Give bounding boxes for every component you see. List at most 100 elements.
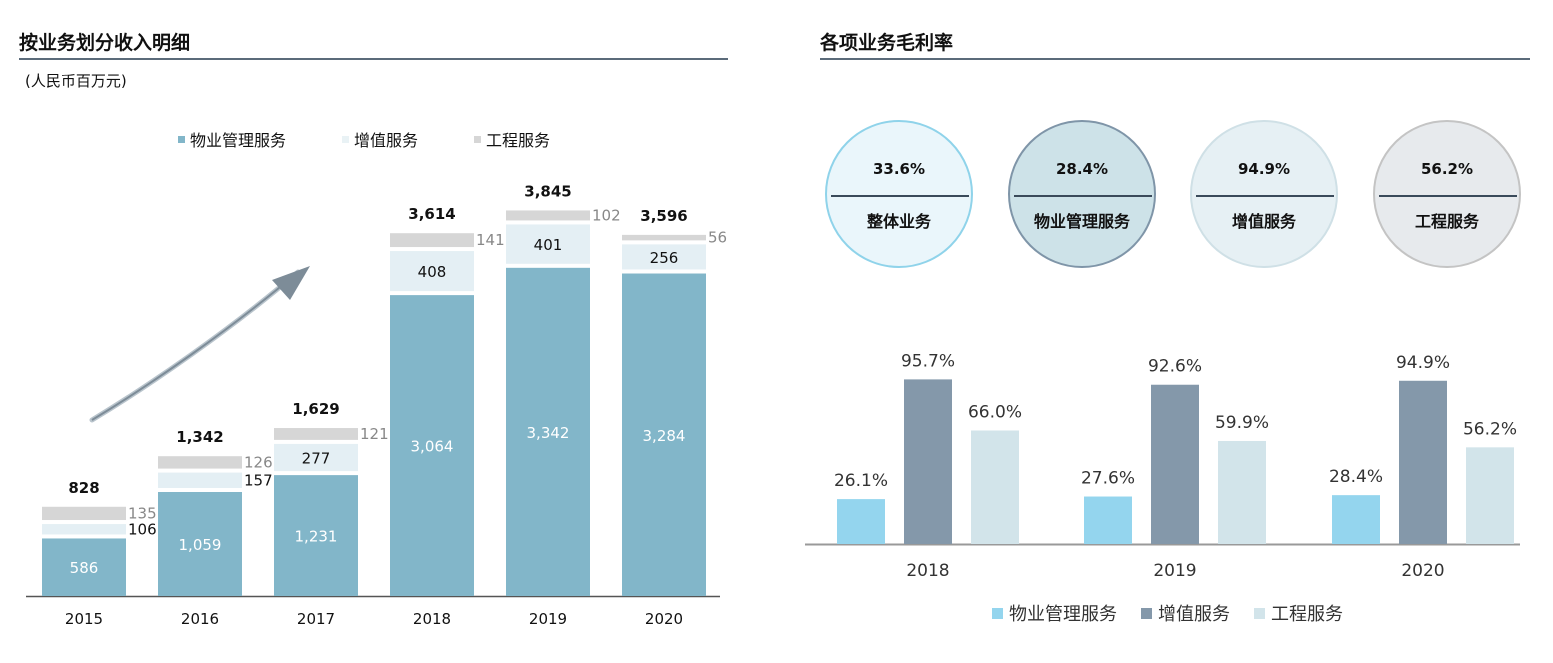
margin-bar [1084,496,1132,544]
segment-value-label: 1,231 [295,528,338,546]
legend-label: 增值服务 [354,131,419,150]
segment-value-label: 586 [70,559,99,577]
x-tick-label: 2016 [181,610,219,628]
bar-value-label: 27.6% [1081,469,1135,489]
bar-value-label: 28.4% [1329,467,1383,487]
margin-value: 33.6% [872,160,926,178]
segment-value-label: 256 [650,249,679,267]
bar-segment [42,524,126,535]
legend-item-value-added: 增值服务 [342,127,418,151]
segment-value-label: 277 [302,450,331,468]
margin-value: 28.4% [1055,160,1109,178]
margin-bar [1332,495,1380,544]
circle-divider [1379,195,1517,197]
left-unit-label: (人民币百万元) [25,72,127,90]
bar-segment [390,295,474,596]
x-tick-label: 2019 [1153,561,1196,581]
legend-swatch [474,135,482,143]
legend-label: 物业管理服务 [190,131,287,150]
segment-value-label: 102 [592,206,621,224]
segment-value-label: 135 [128,504,157,522]
segment-value-label: 1,059 [179,536,222,554]
left-title-rule [19,58,728,60]
bar-segment [274,443,358,472]
left-panel-title: 按业务划分收入明细 [19,32,191,54]
legend-label: 物业管理服务 [1009,604,1117,625]
bar-segment [390,233,474,248]
margin-label: 增值服务 [1231,212,1296,231]
legend-item-property: 物业管理服务 [178,127,286,151]
legend-swatch [178,135,185,143]
segment-value-label: 106 [128,520,157,538]
right-legend: 物业管理服务 增值服务 工程服务 [992,600,1367,626]
bar-value-label: 94.9% [1396,353,1450,373]
growth-arrow-shaft [89,269,301,423]
x-tick-label: 2018 [413,610,451,628]
x-tick-label: 2015 [65,610,103,628]
bar-segment [158,472,242,489]
margin-label: 物业管理服务 [1033,212,1130,231]
segment-value-label: 408 [418,263,447,281]
bar-segment [622,234,706,241]
legend-swatch [342,135,350,143]
segment-value-label: 56 [708,229,727,247]
circle-divider [831,195,969,197]
legend-item-engineering: 工程服务 [474,127,550,151]
margin-circle-value-added: 94.9% 增值服务 [1190,120,1338,268]
bar-segment [622,273,706,596]
legend-item-engineering: 工程服务 [1254,600,1343,626]
legend-label: 工程服务 [1271,604,1343,625]
gross-margin-bar-chart: 26.1% 95.7% 66.0% 2018 27.6% 92.6% 59.9% 2019 28… [805,351,1520,581]
margin-bar [1218,440,1266,544]
x-tick-label: 2018 [906,561,949,581]
margin-circle-engineering: 56.2% 工程服务 [1373,120,1521,268]
margin-bar [971,430,1019,544]
x-tick-label: 2020 [645,610,683,628]
total-value-label: 1,629 [292,400,339,418]
segment-value-label: 157 [244,471,273,489]
bar-value-label: 56.2% [1463,419,1517,439]
legend-swatch [1254,607,1265,619]
segment-value-label: 3,342 [527,424,570,442]
total-value-label: 1,342 [176,428,223,446]
bar-segment [274,475,358,596]
segment-value-label: 126 [244,453,273,471]
margin-label: 工程服务 [1414,212,1479,231]
x-tick-label: 2020 [1401,561,1444,581]
bar-segment [506,224,590,264]
segment-value-label: 401 [534,236,563,254]
left-legend: 物业管理服务 增值服务 工程服务 [178,127,606,151]
margin-bar [904,379,952,544]
margin-label: 整体业务 [866,212,931,231]
right-title-rule [820,58,1530,60]
x-tick-label: 2019 [529,610,567,628]
legend-label: 增值服务 [1158,604,1230,625]
growth-arrow-head [272,266,310,300]
bar-segment [158,492,242,596]
legend-label: 工程服务 [486,131,551,150]
circle-divider [1014,195,1152,197]
growth-arrow-line [91,271,299,421]
bar-segment [158,456,242,469]
bar-segment [390,251,474,292]
x-tick-label: 2017 [297,610,335,628]
margin-circle-overall: 33.6% 整体业务 [825,120,973,268]
bar-value-label: 59.9% [1215,413,1269,433]
circle-divider [1196,195,1334,197]
margin-bar [837,499,885,544]
bar-segment [274,428,358,440]
bar-segment [42,506,126,521]
bar-segment [42,538,126,596]
bar-value-label: 66.0% [968,402,1022,422]
total-value-label: 828 [68,479,99,497]
bar-segment [506,210,590,221]
margin-value: 56.2% [1420,160,1474,178]
margin-value: 94.9% [1237,160,1291,178]
right-panel-title: 各项业务毛利率 [820,32,954,54]
segment-value-label: 121 [360,425,389,443]
legend-item-value-added: 增值服务 [1141,600,1230,626]
total-value-label: 3,614 [408,205,455,223]
margin-circle-property: 28.4% 物业管理服务 [1008,120,1156,268]
legend-swatch [992,607,1003,619]
